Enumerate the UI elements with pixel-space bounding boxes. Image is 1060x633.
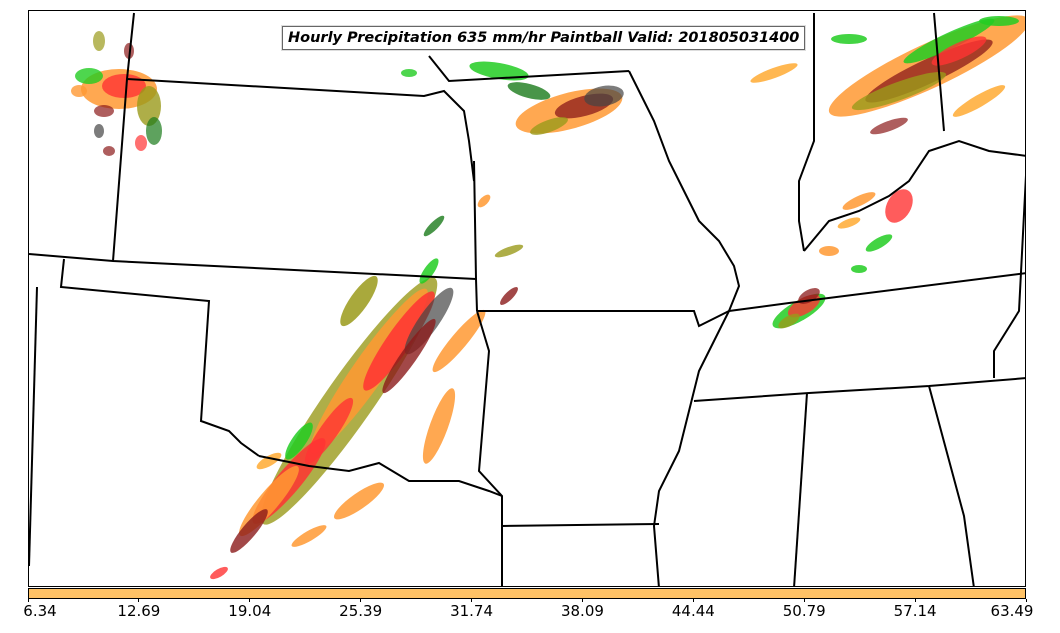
boundary-line <box>126 78 475 182</box>
colorbar-tick-mark <box>803 599 805 602</box>
boundary-line <box>59 258 260 457</box>
colorbar-tick-label: 57.14 <box>893 602 937 620</box>
colorbar-tick-label: 25.39 <box>339 602 383 620</box>
colorbar-tick-mark <box>471 599 473 602</box>
boundary-line <box>793 392 808 586</box>
mississippi-river-boundary <box>628 70 741 586</box>
colorbar-tick-label: 50.79 <box>782 602 826 620</box>
nw-storm-cluster <box>71 31 162 156</box>
kentucky-storm-cluster <box>772 288 826 329</box>
boundary-line <box>501 523 660 527</box>
colorbar-tick-mark <box>27 599 29 602</box>
colorbar-tick-label: 31.74 <box>450 602 494 620</box>
state-boundaries <box>29 12 1025 586</box>
colorbar-tick-label: 6.34 <box>23 602 57 620</box>
colorbar-tick-mark <box>360 599 362 602</box>
northeast-storm-cluster <box>819 15 1025 273</box>
colorbar-tick-mark <box>581 599 583 602</box>
colorbar-tick-mark <box>249 599 251 602</box>
boundary-line <box>112 12 135 262</box>
boundary-line <box>476 310 503 586</box>
boundary-line <box>798 13 815 252</box>
boundary-line <box>993 175 1025 378</box>
boundary-line <box>933 12 945 132</box>
boundary-line <box>258 455 503 497</box>
precipitation-map <box>29 12 1025 586</box>
colorbar-tick-label: 19.04 <box>228 602 272 620</box>
boundary-line <box>473 160 478 312</box>
colorbar-tick-mark <box>692 599 694 602</box>
map-title: Hourly Precipitation 635 mm/hr Paintball… <box>282 26 806 50</box>
colorbar-tick-mark <box>1025 599 1027 602</box>
colorbar <box>28 588 1026 599</box>
boundary-line <box>728 272 1025 312</box>
colorbar-tick-mark <box>914 599 916 602</box>
colorbar-tick-label: 12.69 <box>117 602 161 620</box>
colorbar-tick-mark <box>138 599 140 602</box>
paintball-precipitation-layer <box>71 15 1025 580</box>
colorbar-tick-label: 44.44 <box>671 602 715 620</box>
boundary-line <box>477 310 730 328</box>
boundary-line <box>29 286 38 567</box>
midwest-storm-cluster <box>401 61 798 135</box>
map-panel: Hourly Precipitation 635 mm/hr Paintball… <box>28 10 1026 587</box>
colorbar-tick-label: 63.49 <box>990 602 1034 620</box>
boundary-line <box>928 385 975 586</box>
boundary-line <box>428 55 630 83</box>
ohio-river-boundary <box>803 139 1025 252</box>
squall-line-oklahoma-texas <box>210 194 524 580</box>
boundary-line <box>29 253 477 280</box>
boundary-line <box>693 377 1025 402</box>
colorbar-tick-label: 38.09 <box>560 602 604 620</box>
